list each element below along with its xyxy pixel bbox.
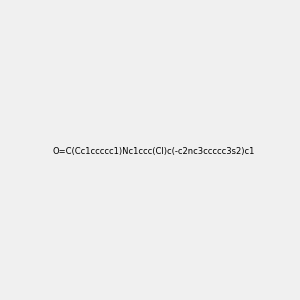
Text: O=C(Cc1ccccc1)Nc1ccc(Cl)c(-c2nc3ccccc3s2)c1: O=C(Cc1ccccc1)Nc1ccc(Cl)c(-c2nc3ccccc3s2… xyxy=(52,147,255,156)
